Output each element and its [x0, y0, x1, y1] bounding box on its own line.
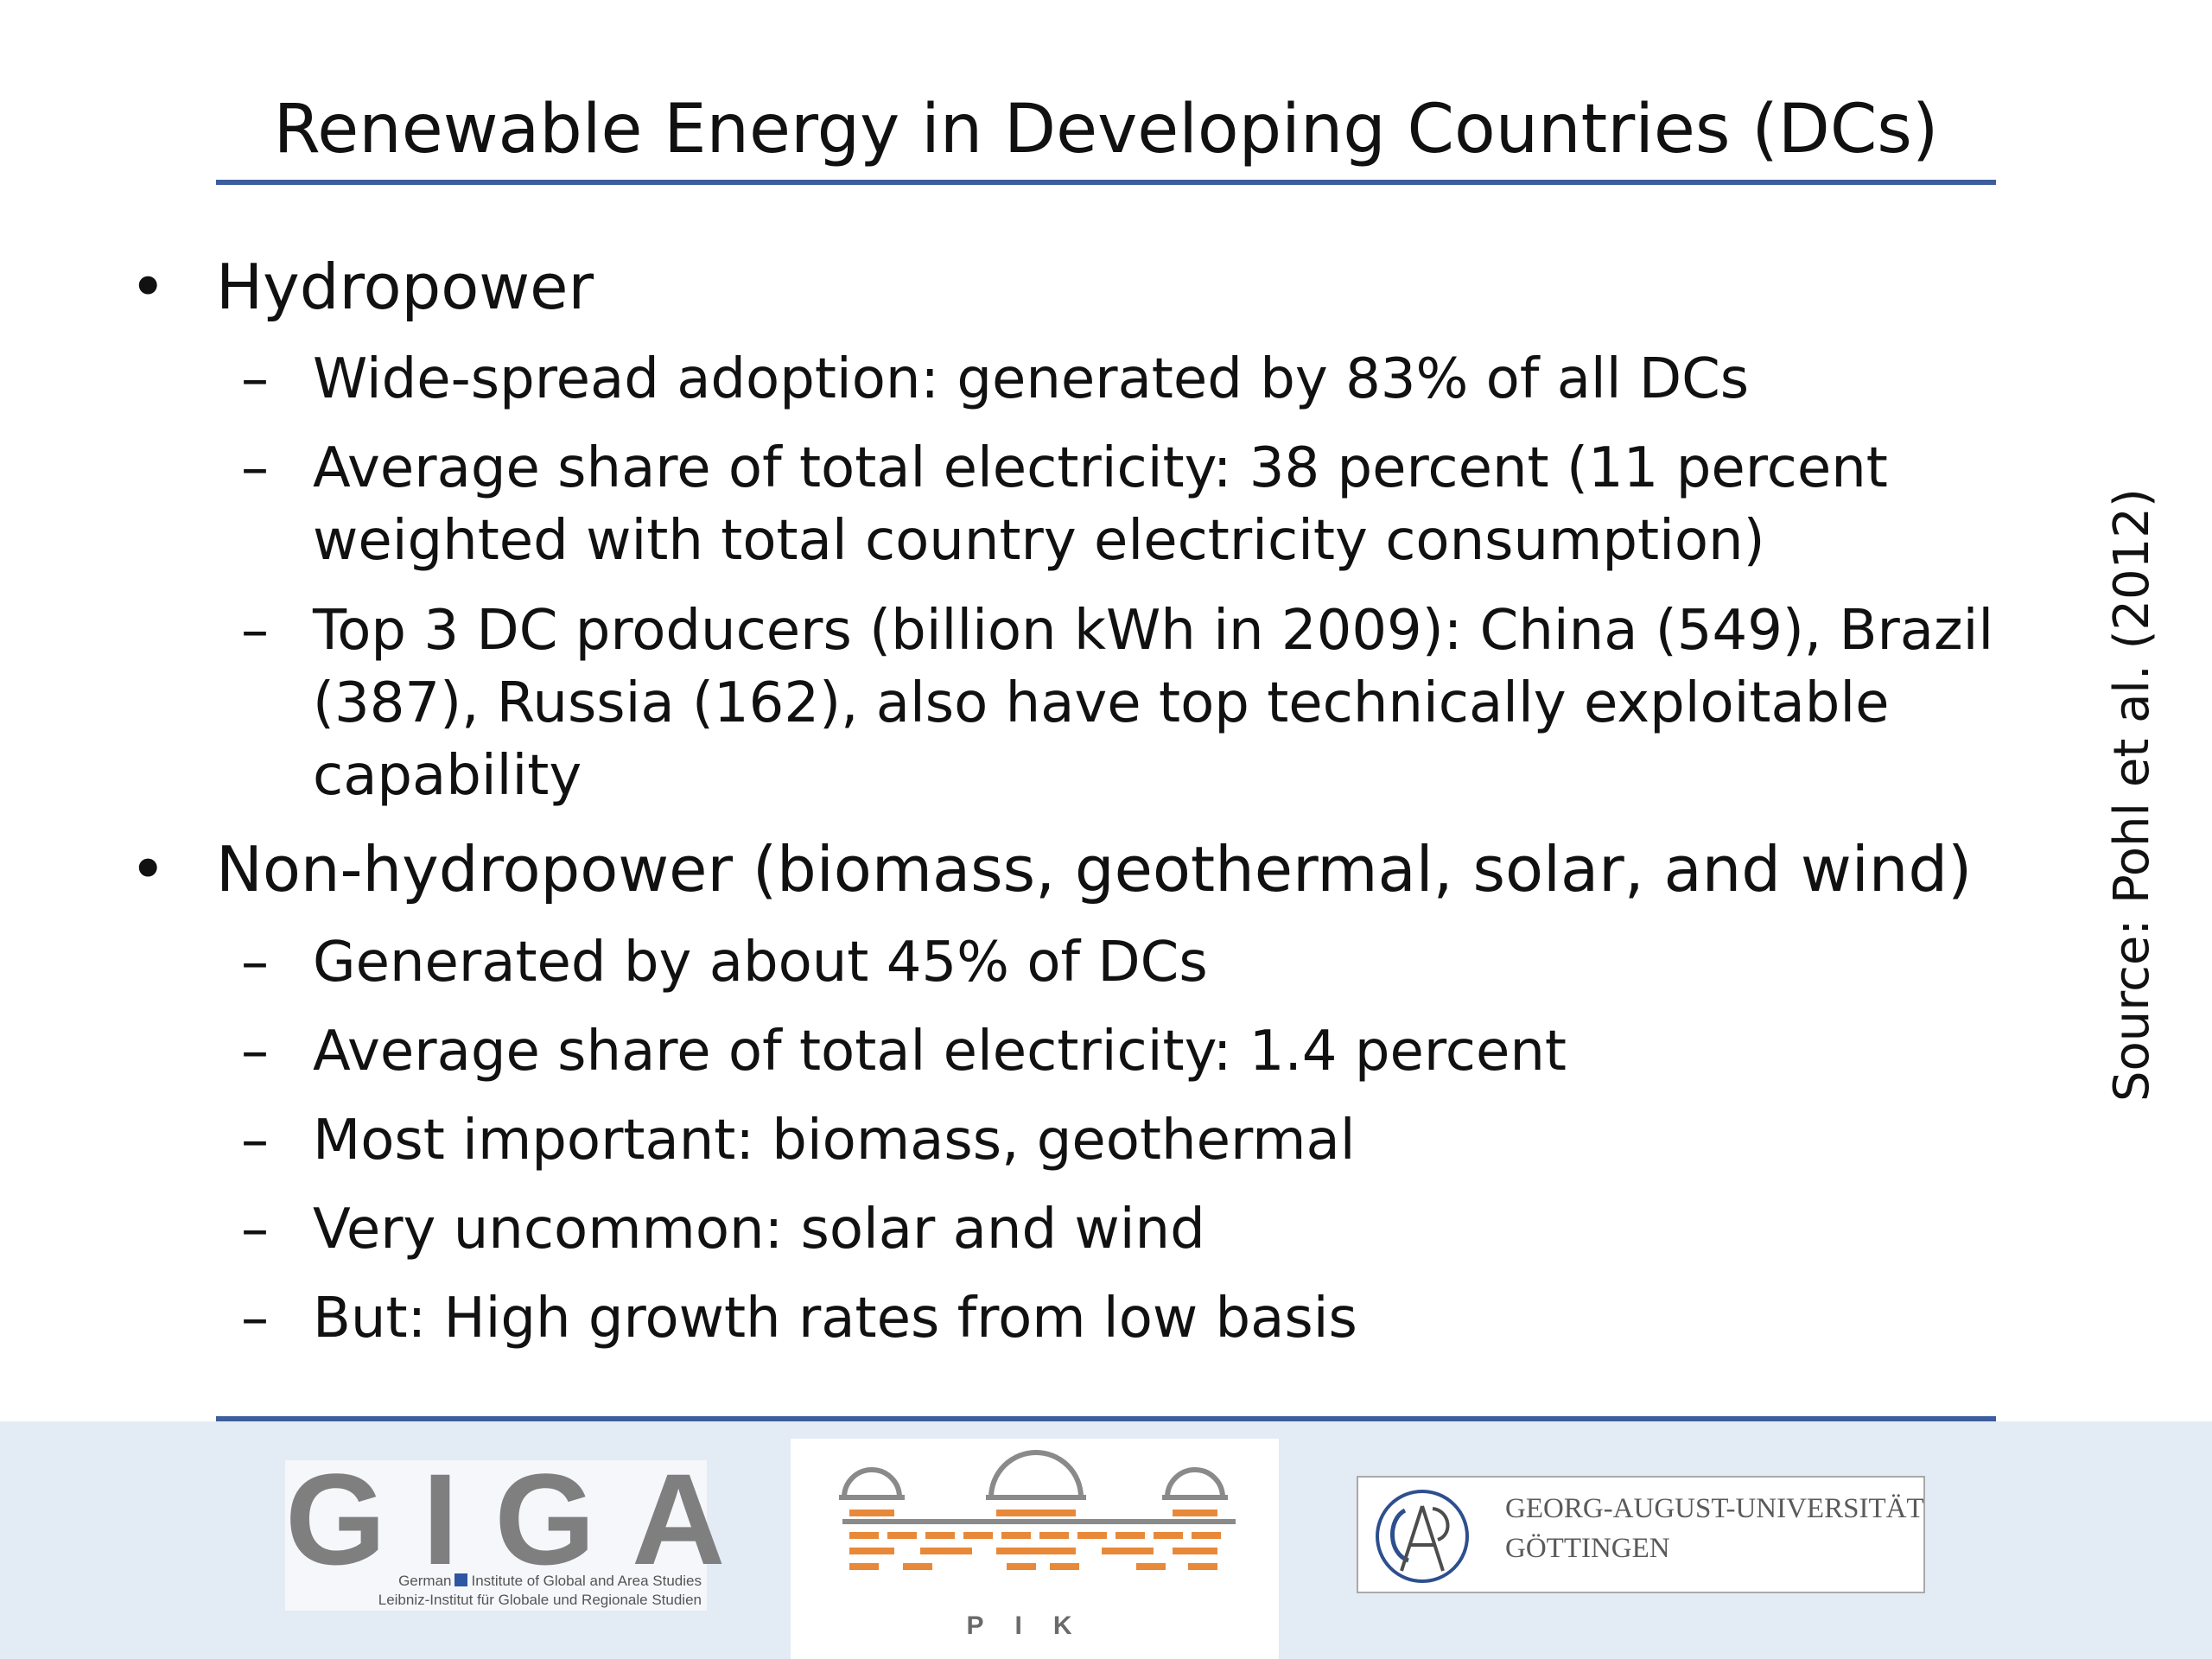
source-citation: Source: Pohl et al. (2012)	[2104, 488, 2160, 1102]
bullet-heading: Non-hydropower (biomass, geothermal, sol…	[216, 833, 1973, 906]
pik-wordmark: PIK	[966, 1611, 1103, 1640]
dash-marker: –	[241, 1109, 269, 1173]
dash-marker: –	[241, 1287, 269, 1351]
sub-bullet-text: Generated by about 45% of DCs	[313, 931, 1208, 995]
sub-bullet: – Most important: biomass, geothermal	[241, 1104, 2006, 1177]
goettingen-seal-icon	[1376, 1490, 1469, 1583]
dash-marker: –	[241, 347, 269, 411]
bullet-non-hydropower: • Non-hydropower (biomass, geothermal, s…	[130, 833, 1973, 906]
sub-bullet: – But: High growth rates from low basis	[241, 1282, 2006, 1355]
giga-square-icon	[454, 1573, 468, 1586]
dash-marker: –	[241, 436, 269, 500]
goettingen-logo: GEORG-AUGUST-UNIVERSITÄT GÖTTINGEN	[1357, 1476, 1925, 1593]
dash-marker: –	[241, 599, 269, 663]
giga-wordmark: GIGA	[285, 1446, 762, 1592]
pik-logo: PIK	[791, 1439, 1279, 1659]
giga-subtitle-rest: Institute of Global and Area Studies	[471, 1573, 702, 1589]
sub-bullet: – Average share of total electricity: 1.…	[241, 1015, 2006, 1088]
pik-emblem-icon	[839, 1450, 1236, 1570]
bullet-hydropower: • Hydropower	[130, 251, 594, 323]
bullet-heading: Hydropower	[216, 251, 594, 323]
sub-bullet-text: Average share of total electricity: 1.4 …	[313, 1020, 1567, 1084]
sub-bullet-text: Average share of total electricity: 38 p…	[313, 436, 1888, 573]
bullet-marker: •	[130, 251, 167, 323]
sub-bullet-text: But: High growth rates from low basis	[313, 1287, 1357, 1351]
giga-logo: GIGA German Institute of Global and Area …	[285, 1446, 725, 1611]
sub-bullet-text: Top 3 DC producers (billion kWh in 2009)…	[313, 599, 1994, 808]
sub-bullet-text: Very uncommon: solar and wind	[313, 1198, 1205, 1262]
sub-bullet: – Very uncommon: solar and wind	[241, 1193, 2006, 1266]
footer-rule	[216, 1416, 1996, 1421]
sub-bullet-text: Wide-spread adoption: generated by 83% o…	[313, 347, 1750, 411]
sub-bullet-text: Most important: biomass, geothermal	[313, 1109, 1356, 1173]
sub-bullet: – Average share of total electricity: 38…	[241, 432, 2006, 577]
goettingen-name-line1: GEORG-AUGUST-UNIVERSITÄT	[1505, 1493, 1924, 1524]
sub-bullet: – Wide-spread adoption: generated by 83%…	[241, 343, 2006, 416]
dash-marker: –	[241, 1020, 269, 1084]
bullet-marker: •	[130, 833, 167, 906]
sub-bullet: – Generated by about 45% of DCs	[241, 926, 2006, 999]
giga-subtitle-2: Leibniz-Institut für Globale und Regiona…	[378, 1592, 702, 1608]
slide-title: Renewable Energy in Developing Countries…	[273, 91, 1939, 168]
dash-marker: –	[241, 931, 269, 995]
sub-bullet: – Top 3 DC producers (billion kWh in 200…	[241, 594, 2006, 812]
dash-marker: –	[241, 1198, 269, 1262]
goettingen-name-line2: GÖTTINGEN	[1505, 1533, 1670, 1564]
giga-subtitle-prefix: German	[398, 1573, 452, 1589]
title-rule	[216, 180, 1996, 185]
giga-subtitle-1: German Institute of Global and Area Studi…	[398, 1573, 702, 1590]
